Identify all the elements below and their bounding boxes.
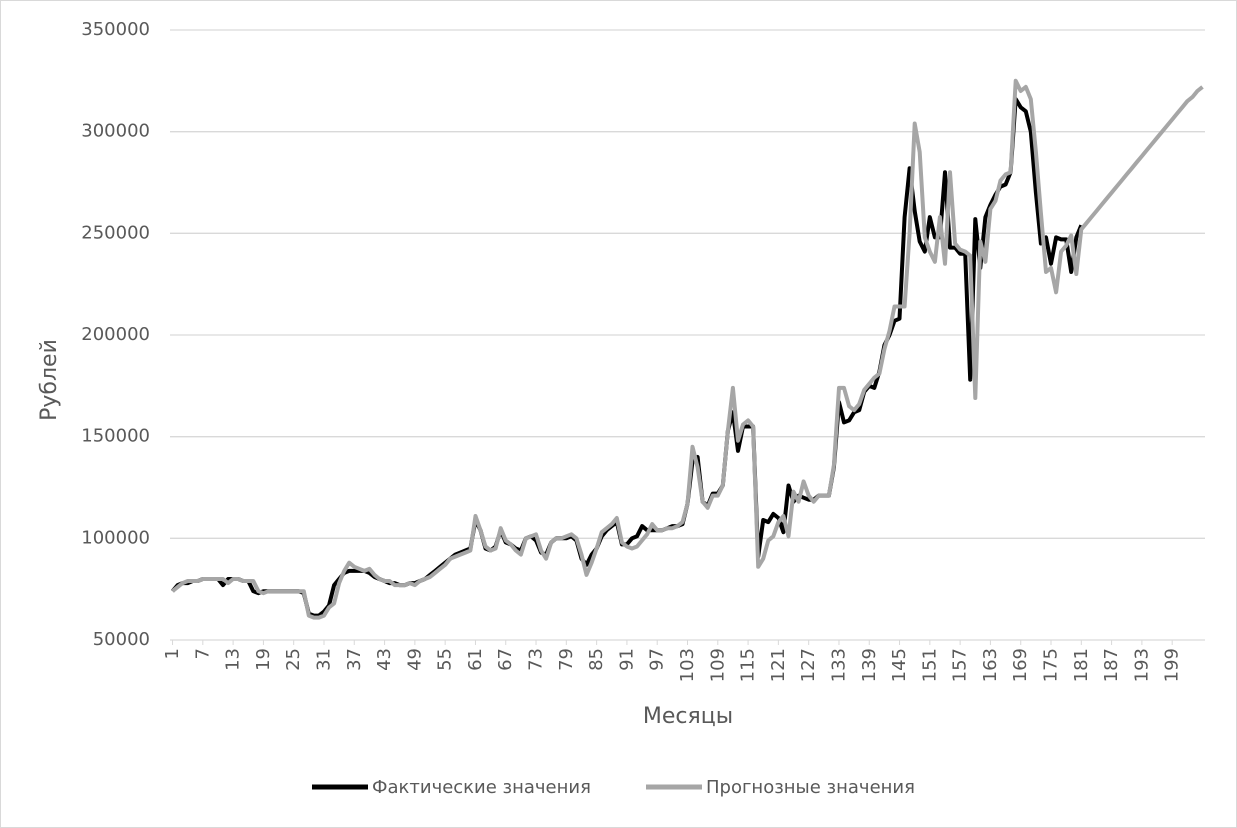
x-tick-label: 43 xyxy=(374,648,395,671)
x-tick-label: 103 xyxy=(677,648,698,682)
x-tick-label: 79 xyxy=(556,648,577,671)
x-tick-label: 31 xyxy=(313,648,334,671)
y-tick-label: 100000 xyxy=(81,527,150,548)
x-tick-label: 61 xyxy=(465,648,486,671)
y-tick-label: 350000 xyxy=(81,19,150,40)
x-tick-label: 55 xyxy=(435,648,456,671)
x-tick-label: 169 xyxy=(1010,648,1031,682)
x-tick-label: 19 xyxy=(253,648,274,671)
x-tick-label: 175 xyxy=(1041,648,1062,682)
y-tick-label: 250000 xyxy=(81,222,150,243)
x-tick-label: 139 xyxy=(859,648,880,682)
x-tick-label: 91 xyxy=(616,648,637,671)
series-line xyxy=(171,78,1204,620)
x-tick-label: 37 xyxy=(344,648,365,671)
x-tick-label: 145 xyxy=(889,648,910,682)
x-tick-label: 85 xyxy=(586,648,607,671)
legend-label: Фактические значения xyxy=(372,777,591,798)
legend-label: Прогнозные значения xyxy=(706,777,915,798)
x-tick-label: 127 xyxy=(798,648,819,682)
x-tick-label: 193 xyxy=(1131,648,1152,682)
y-tick-label: 150000 xyxy=(81,426,150,447)
y-tick-label: 50000 xyxy=(93,629,150,650)
y-tick-label: 200000 xyxy=(81,324,150,345)
x-tick-label: 13 xyxy=(223,648,244,671)
y-tick-label: 300000 xyxy=(81,121,150,142)
x-tick-label: 97 xyxy=(647,648,668,671)
x-tick-label: 67 xyxy=(495,648,516,671)
x-tick-label: 133 xyxy=(828,648,849,682)
x-tick-label: 7 xyxy=(192,648,213,659)
x-tick-label: 163 xyxy=(980,648,1001,682)
x-tick-label: 121 xyxy=(768,648,789,682)
x-tick-label: 187 xyxy=(1101,648,1122,682)
y-axis-label: Рублей xyxy=(37,339,62,421)
x-tick-label: 115 xyxy=(738,648,759,682)
x-tick-label: 25 xyxy=(283,648,304,671)
x-tick-label: 151 xyxy=(919,648,940,682)
x-tick-label: 199 xyxy=(1162,648,1183,682)
x-tick-label: 157 xyxy=(950,648,971,682)
x-tick-label: 181 xyxy=(1071,648,1092,682)
x-tick-label: 49 xyxy=(404,648,425,671)
x-tick-label: 1 xyxy=(162,648,183,659)
x-tick-label: 109 xyxy=(707,648,728,682)
x-axis-label: Месяцы xyxy=(643,704,733,729)
x-tick-label: 73 xyxy=(526,648,547,671)
